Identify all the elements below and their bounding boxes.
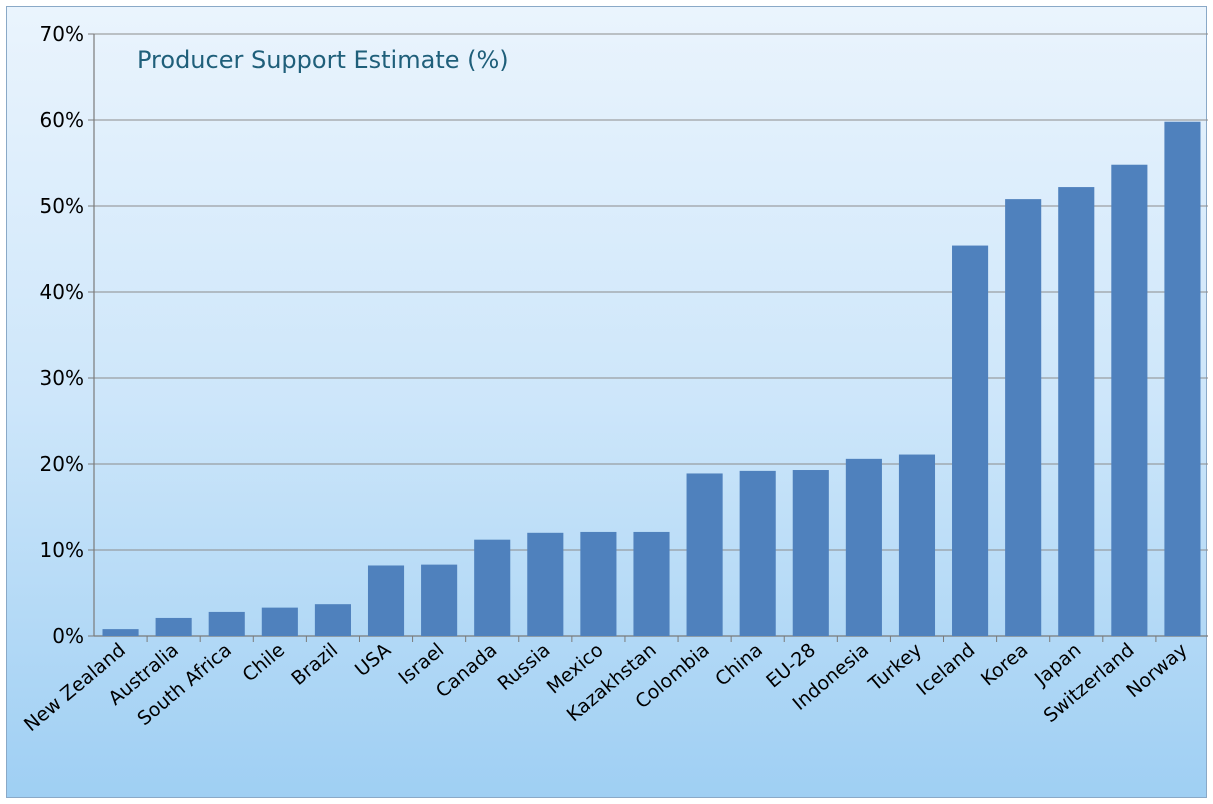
- bar-canada: [474, 539, 511, 636]
- bar-chile: [261, 607, 298, 636]
- y-tick-label: 70%: [40, 22, 84, 46]
- y-tick-label: 50%: [40, 194, 84, 218]
- bar-turkey: [898, 454, 936, 636]
- bar-russia: [527, 532, 564, 636]
- x-tick-label: Korea: [977, 639, 1032, 690]
- y-tick-label: 40%: [40, 280, 84, 304]
- chart-frame: 0% 10% 20% 30% 40% 50% 60% 70% New Zealand Austr…: [6, 6, 1208, 798]
- gridlines: [94, 33, 1208, 551]
- y-tick-label: 0%: [52, 624, 84, 648]
- bar-korea: [1005, 199, 1042, 636]
- y-tick-label: 60%: [40, 108, 84, 132]
- bar-indonesia: [845, 458, 882, 636]
- bar-switzerland: [1111, 164, 1148, 636]
- y-tick-labels: 0% 10% 20% 30% 40% 50% 60% 70%: [40, 22, 84, 648]
- bar-norway: [1164, 121, 1201, 637]
- x-tick-label: USA: [351, 639, 395, 681]
- bar-south-africa: [208, 611, 245, 636]
- x-tick-label: Chile: [238, 639, 289, 686]
- bar-eu-28: [792, 470, 829, 636]
- bar-new-zealand: [102, 629, 139, 636]
- bar-kazakhstan: [633, 531, 670, 636]
- chart-title: Producer Support Estimate (%): [137, 46, 509, 74]
- bar-colombia: [686, 473, 723, 636]
- y-tick-label: 30%: [40, 366, 84, 390]
- y-tick-label: 20%: [40, 452, 84, 476]
- bars: [102, 121, 1201, 637]
- producer-support-chart: 0% 10% 20% 30% 40% 50% 60% 70% New ZealandAustr…: [20, 22, 1208, 736]
- bar-usa: [367, 565, 405, 636]
- bar-mexico: [580, 531, 617, 636]
- x-tick-label: Canada: [432, 639, 502, 702]
- x-tick-label: Norway: [1122, 639, 1191, 702]
- bar-china: [739, 470, 776, 636]
- x-tick-label: Brazil: [287, 639, 342, 690]
- x-tick-label: Iceland: [912, 639, 979, 700]
- x-tick-label: Russia: [494, 639, 555, 695]
- x-tick-label: South Africa: [133, 639, 236, 730]
- bar-japan: [1058, 187, 1095, 636]
- bar-israel: [421, 564, 458, 636]
- bar-iceland: [952, 245, 989, 636]
- bar-australia: [155, 617, 192, 636]
- bar-brazil: [314, 604, 351, 636]
- x-tick-label: China: [711, 639, 767, 691]
- y-tick-label: 10%: [40, 538, 84, 562]
